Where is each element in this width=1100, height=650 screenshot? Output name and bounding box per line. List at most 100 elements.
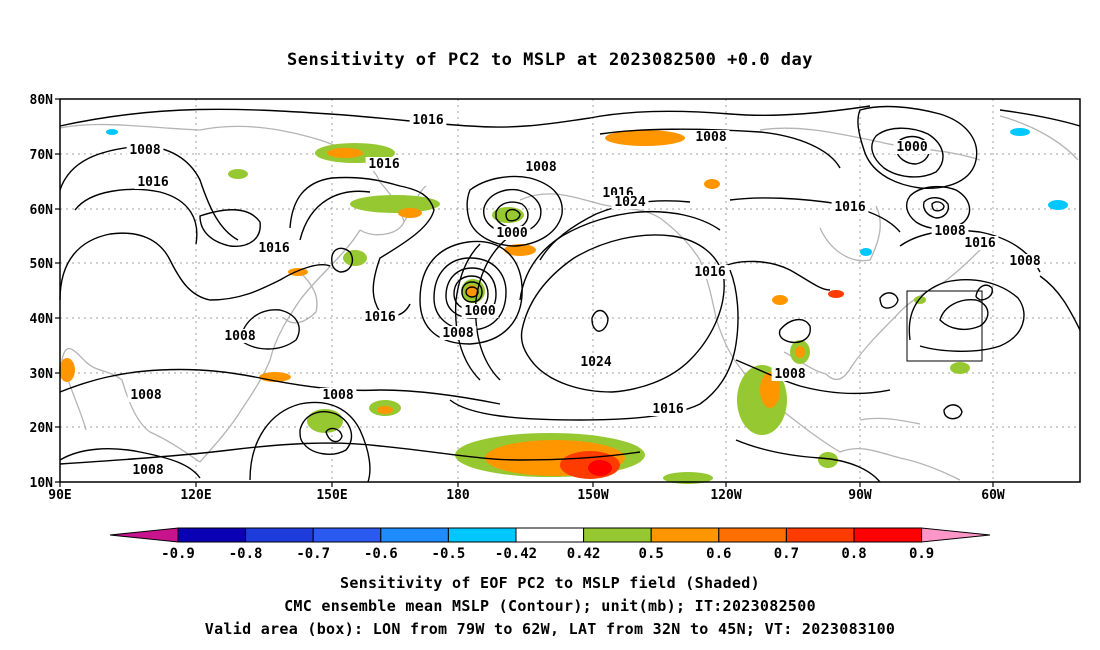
contour-line — [591, 309, 609, 332]
contour-line — [74, 188, 198, 245]
contour-label: 1016 — [964, 236, 995, 251]
contour-label-bg — [522, 160, 560, 174]
lat-label: 20N — [30, 421, 54, 436]
coast-south-america — [839, 448, 961, 481]
contour-line — [735, 439, 881, 483]
coast-greenland — [999, 115, 1079, 161]
contour-line — [466, 175, 563, 247]
colorbar-swatch — [853, 527, 923, 543]
contour-label: 1024 — [580, 355, 611, 370]
contour-line — [59, 448, 201, 479]
contour-label: 1008 — [132, 463, 163, 478]
contour-line — [199, 209, 261, 247]
lon-label: 120E — [180, 488, 211, 503]
contour-line — [729, 197, 901, 233]
valid-area-box — [906, 290, 983, 362]
shade-patch — [1010, 128, 1030, 136]
contour-line — [735, 359, 891, 395]
colorbar-arrow-right — [921, 527, 991, 543]
shade-patch — [663, 472, 713, 484]
lat-label: 80N — [30, 93, 54, 108]
contour-label: 1008 — [322, 388, 353, 403]
shade-patch — [818, 452, 838, 468]
contour-label-bg — [493, 226, 531, 240]
contour-label: 1016 — [694, 265, 725, 280]
contour-label: 1024 — [614, 195, 645, 210]
caption-contour: CMC ensemble mean MSLP (Contour); unit(m… — [284, 597, 816, 615]
colorbar-swatch — [177, 527, 247, 543]
contour-line — [857, 105, 978, 189]
coast-east-na — [851, 245, 985, 367]
contour-label: 1000 — [496, 226, 527, 241]
contour-label: 1008 — [695, 130, 726, 145]
contour-label-bg — [931, 224, 969, 238]
contour-line — [975, 284, 994, 301]
contour-label-bg — [692, 130, 730, 144]
contour-label-bg — [129, 463, 167, 477]
colorbar-swatch — [718, 527, 787, 543]
contour-line — [419, 240, 523, 345]
contour-line — [905, 185, 971, 230]
lat-label: 60N — [30, 203, 54, 218]
colorbar-label: 0.5 — [639, 546, 664, 562]
contour-label-bg — [361, 310, 399, 324]
contour-label-bg — [126, 143, 164, 157]
shade-patch — [1048, 200, 1068, 210]
colorbar-label: 0.7 — [774, 546, 799, 562]
contour-label-bg — [893, 140, 931, 154]
contour-label-bg — [365, 157, 403, 171]
axis-ticks — [55, 98, 994, 487]
shade-patch — [307, 409, 343, 433]
contour-line — [474, 235, 511, 381]
contour-line — [59, 442, 641, 465]
contour-label-bg — [409, 113, 447, 127]
coast-caribbean — [859, 417, 921, 425]
contour-label-bg — [691, 265, 729, 279]
coast-arctic-islands — [759, 127, 981, 161]
contour-line — [299, 411, 353, 455]
contour-label-bg — [771, 367, 809, 381]
contour-line — [520, 234, 725, 393]
contour-line — [778, 319, 811, 344]
contour-line — [719, 260, 831, 291]
shade-patch — [588, 460, 612, 476]
shade-patch — [704, 179, 720, 189]
contour-line — [943, 404, 963, 420]
colorbar-label: -0.42 — [495, 546, 537, 562]
lat-label: 40N — [30, 312, 54, 327]
contour-label-bg — [221, 329, 259, 343]
lon-label: 90W — [848, 488, 872, 503]
contour-line — [999, 109, 1081, 127]
lat-label: 50N — [30, 257, 54, 272]
shade-patch — [950, 362, 970, 374]
contour-label-bg — [127, 388, 165, 402]
colorbar-label: -0.6 — [364, 546, 398, 562]
colorbar-swatch — [312, 527, 382, 543]
shade-patch — [828, 290, 844, 298]
shade-patch — [504, 244, 536, 256]
colorbar-label: -0.7 — [296, 546, 330, 562]
lon-label: 120W — [710, 488, 741, 503]
colorbar-swatch — [650, 527, 720, 543]
contour-line — [539, 200, 691, 261]
contour-line — [454, 243, 481, 381]
shade-patch — [106, 129, 118, 135]
contour-line — [519, 210, 721, 301]
contour-line — [299, 190, 371, 241]
contour-label-bg — [461, 304, 499, 318]
colorbar-label: -0.8 — [229, 546, 263, 562]
shade-patch — [795, 346, 805, 358]
shade-patch — [59, 358, 75, 382]
shade-patch — [605, 130, 685, 146]
contour-line — [599, 128, 841, 169]
contour-label-bg — [319, 388, 357, 402]
contour-label: 1000 — [464, 304, 495, 319]
contour-label: 1000 — [896, 140, 927, 155]
coast-siberia — [59, 123, 405, 236]
colorbar-label: 0.6 — [706, 546, 731, 562]
contour-label-bg — [1006, 254, 1044, 268]
shade-patch — [860, 248, 872, 256]
contour-label: 1008 — [525, 160, 556, 175]
contour-label-bg — [134, 175, 172, 189]
colorbar-swatch — [447, 527, 517, 543]
